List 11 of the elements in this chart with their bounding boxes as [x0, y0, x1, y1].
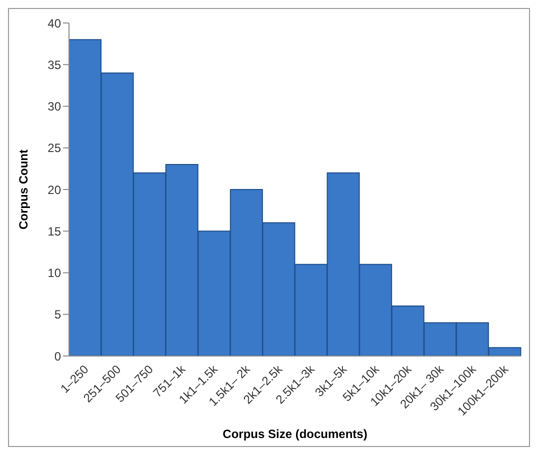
- y-axis-title: Corpus Count: [16, 150, 30, 230]
- y-tick-label: 40: [48, 16, 62, 30]
- y-tick-label: 0: [54, 349, 62, 364]
- y-tick-label: 20: [48, 182, 62, 197]
- y-tick-label: 25: [48, 141, 62, 156]
- y-tick-label: 30: [48, 100, 62, 114]
- y-tick-label: 10: [48, 266, 62, 280]
- y-tick-label: 35: [48, 58, 62, 72]
- x-axis-title: Corpus Size (documents): [222, 427, 368, 441]
- y-tick-label: 5: [54, 308, 62, 322]
- y-tick-label: 15: [48, 224, 62, 238]
